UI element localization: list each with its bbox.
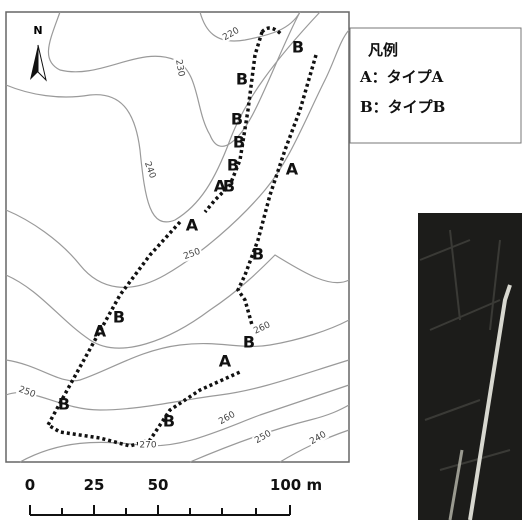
legend-item: A：タイプA [359,68,444,86]
scale-label: 50 [148,476,169,494]
legend-item: B：タイプB [360,98,445,116]
point-label: B [252,245,264,264]
point-label: A [286,160,299,179]
point-label: B [113,308,125,327]
point-label: B [236,70,248,89]
scale-ticks [30,505,290,515]
point-label: B [233,133,245,152]
point-label: B [227,156,239,175]
point-label: B [243,333,255,352]
figure: N 220230240250260250270260250240BBBBBBAA… [0,0,522,520]
point-label: B [163,412,175,431]
point-label: A [186,216,199,235]
photo-background [418,213,522,520]
north-label: N [33,24,42,37]
scale-label: 0 [25,476,35,494]
scale-bar: 0 25 50 100 m [25,476,322,515]
scale-label: 100 m [270,476,322,494]
contour-label: 270 [139,441,156,451]
scale-label: 25 [84,476,105,494]
page: {"map": { "north": "N", "contour_labels"… [0,0,522,520]
point-label: B [231,110,243,129]
legend-title: 凡例 [368,41,398,59]
point-label: B [58,395,70,414]
point-label: A [214,177,227,196]
legend: 凡例 A：タイプA B：タイプB [350,28,521,143]
point-label: A [94,322,107,341]
photo [418,213,522,520]
point-label: A [219,352,232,371]
point-label: B [292,38,304,57]
